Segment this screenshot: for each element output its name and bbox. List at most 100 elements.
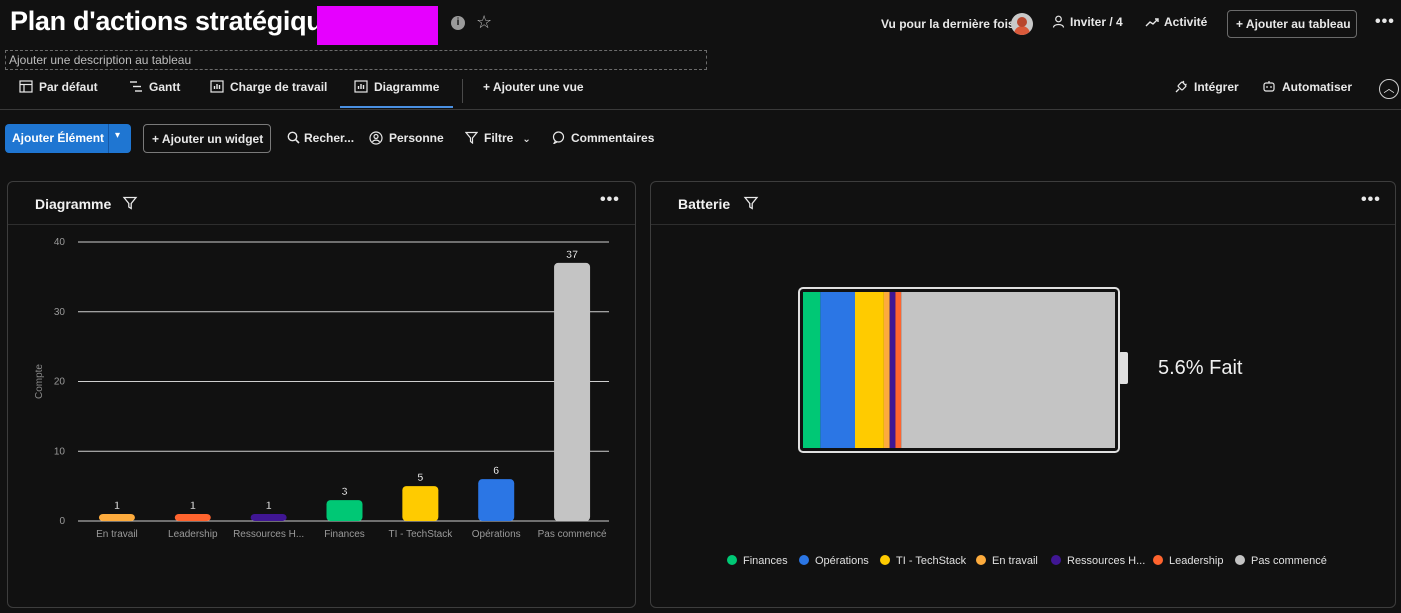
x-tick-label: Ressources H... (233, 529, 304, 540)
view-tabs: Par défaut Gantt Charge de travail Diagr… (0, 72, 1401, 110)
battery-legend: Finances Opérations TI - TechStack En trava… (727, 555, 1367, 571)
y-axis-label: Compte (34, 364, 45, 399)
x-tick-label: Finances (324, 529, 365, 540)
invite-button[interactable]: Inviter / 4 (1052, 15, 1123, 29)
search-label: Recher... (304, 131, 355, 145)
battery-segment[interactable] (883, 292, 890, 448)
tab-par-defaut[interactable]: Par défaut (19, 80, 98, 94)
battery-widget: Batterie ••• 5.6% Fait Finances Opération… (650, 181, 1396, 608)
x-tick-label: TI - TechStack (388, 529, 453, 540)
bar-value-label: 1 (266, 500, 272, 512)
filter-icon[interactable] (743, 195, 759, 211)
battery-segment[interactable] (820, 292, 855, 448)
bar[interactable] (98, 514, 135, 521)
battery-segment[interactable] (855, 292, 884, 448)
add-view-button[interactable]: + Ajouter une vue (483, 80, 584, 94)
collapse-header-button[interactable]: ︿ (1379, 79, 1399, 99)
legend-item: TI - TechStack (880, 555, 966, 567)
tab-label: Gantt (149, 80, 181, 94)
board-toolbar: Ajouter Élément ▾ + Ajouter un widget Re… (0, 120, 1401, 156)
comment-icon (552, 131, 565, 145)
bar[interactable] (174, 514, 211, 521)
bar-chart: 0 10 20 30 40 Compte 1 En travail 1 Leadership 1 Re… (34, 237, 609, 540)
person-filter-button[interactable]: Personne (369, 131, 444, 145)
search-button[interactable]: Recher... (287, 131, 354, 145)
more-options-icon[interactable]: ••• (1375, 13, 1395, 30)
last-seen-label[interactable]: Vu pour la dernière fois (881, 17, 1015, 31)
widget-more-icon[interactable]: ••• (1361, 191, 1381, 208)
battery-done-label: 5.6% Fait (1158, 357, 1243, 379)
legend-item: Leadership (1153, 555, 1223, 567)
integrate-button[interactable]: Intégrer (1174, 80, 1239, 94)
filter-icon (464, 131, 479, 145)
battery-segment[interactable] (901, 292, 1115, 448)
legend-label: En travail (992, 555, 1038, 567)
legend-dot (1051, 555, 1061, 565)
split-divider (108, 124, 109, 153)
y-tick-label: 20 (54, 377, 66, 388)
battery-widget-title: Batterie (678, 196, 731, 212)
integrate-label: Intégrer (1194, 80, 1239, 94)
bar[interactable] (402, 486, 439, 521)
add-item-button[interactable]: Ajouter Élément ▾ (5, 124, 131, 153)
legend-dot (1235, 555, 1245, 565)
bar-value-label: 1 (114, 500, 120, 512)
person-label: Personne (389, 131, 444, 145)
tab-diagramme[interactable]: Diagramme (354, 80, 439, 94)
legend-label: Finances (743, 555, 788, 567)
person-circle-icon (369, 131, 383, 145)
comments-button[interactable]: Commentaires (552, 131, 654, 145)
widget-more-icon[interactable]: ••• (600, 191, 620, 208)
tab-label: Charge de travail (230, 80, 328, 94)
chevron-down-icon[interactable]: ▾ (115, 130, 121, 141)
redacted-block (317, 6, 438, 45)
tab-charge-de-travail[interactable]: Charge de travail (210, 80, 327, 94)
activity-button[interactable]: Activité (1145, 15, 1207, 29)
battery-segment[interactable] (889, 292, 896, 448)
legend-dot (976, 555, 986, 565)
info-icon[interactable]: i (451, 16, 465, 30)
search-icon (287, 131, 300, 144)
board-title[interactable]: Plan d'actions stratégique (10, 6, 338, 36)
tab-divider (462, 79, 463, 103)
bar[interactable] (250, 514, 287, 521)
board-description-field[interactable]: Ajouter une description au tableau (5, 50, 707, 70)
legend-item: Pas commencé (1235, 555, 1327, 567)
filter-icon[interactable] (122, 195, 138, 211)
chart-widget: Diagramme ••• 0 10 20 30 40 Compte 1 En travail… (7, 181, 636, 608)
chart-icon (354, 80, 368, 93)
battery-cap (1119, 352, 1128, 384)
legend-item: Ressources H... (1051, 555, 1145, 567)
battery-segment[interactable] (895, 292, 902, 448)
plug-icon (1175, 80, 1187, 93)
chevron-down-icon[interactable]: ⌄ (522, 134, 531, 145)
tab-gantt[interactable]: Gantt (129, 80, 180, 94)
active-tab-indicator (340, 106, 453, 108)
invite-label: Inviter / 4 (1070, 15, 1123, 29)
legend-item: Finances (727, 555, 788, 567)
bar[interactable] (326, 500, 363, 521)
automate-button[interactable]: Automatiser (1262, 80, 1352, 94)
add-widget-button[interactable]: + Ajouter un widget (143, 124, 271, 153)
battery-segment[interactable] (803, 292, 821, 448)
filter-button[interactable]: Filtre ⌄ (464, 131, 531, 145)
tab-label: Par défaut (39, 80, 98, 94)
bar[interactable] (554, 262, 591, 521)
star-icon[interactable]: ☆ (476, 12, 493, 32)
add-item-label: Ajouter Élément (12, 131, 105, 145)
table-home-icon (19, 80, 33, 93)
bar-value-label: 6 (493, 465, 499, 477)
gantt-icon (130, 81, 142, 92)
avatar[interactable] (1011, 13, 1033, 35)
bar[interactable] (478, 479, 515, 521)
battery-graphic (798, 287, 1128, 453)
y-tick-label: 30 (54, 307, 66, 318)
x-tick-label: Leadership (168, 529, 218, 540)
battery-widget-header: Batterie ••• (651, 182, 1395, 225)
bar-value-label: 1 (190, 500, 196, 512)
add-to-board-button[interactable]: + Ajouter au tableau (1227, 10, 1357, 38)
bar-value-label: 37 (566, 249, 578, 261)
legend-label: Opérations (815, 555, 869, 567)
x-tick-label: Opérations (472, 529, 521, 540)
x-tick-label: Pas commencé (538, 529, 607, 540)
